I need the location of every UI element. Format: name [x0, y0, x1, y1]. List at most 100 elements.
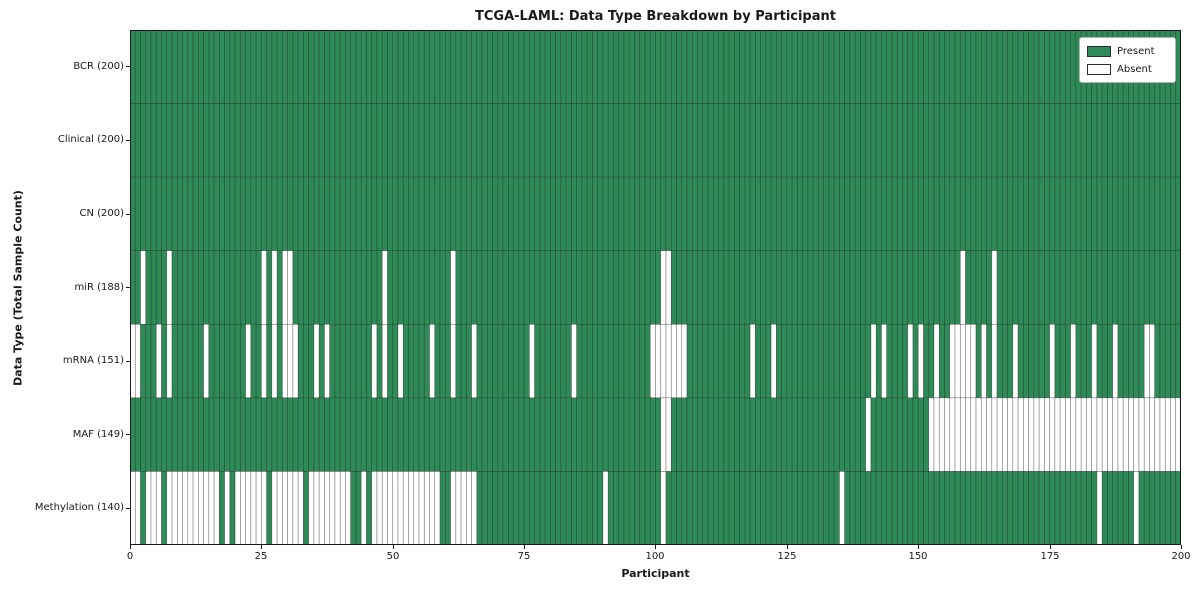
heatmap-cell [150, 176, 157, 252]
heatmap-grid [130, 30, 1181, 545]
heatmap-cell [1028, 103, 1035, 178]
heatmap-cell [350, 103, 357, 178]
heatmap-cell [318, 323, 325, 399]
heatmap-cell [613, 103, 620, 178]
heatmap-cell [776, 250, 782, 325]
heatmap-cell [182, 30, 189, 104]
heatmap-cell [313, 103, 320, 178]
x-axis-label: Participant [621, 567, 690, 580]
heatmap-cell [839, 30, 845, 104]
heatmap-cell [539, 103, 546, 178]
heatmap-cell [660, 103, 667, 178]
heatmap-cell [550, 30, 556, 104]
heatmap-cell [1138, 397, 1145, 472]
heatmap-cell [618, 471, 625, 545]
heatmap-cell [418, 397, 425, 472]
heatmap-cell [497, 30, 504, 104]
heatmap-cell [1170, 397, 1177, 472]
heatmap-cell [744, 103, 751, 178]
heatmap-cell [345, 471, 351, 545]
heatmap-cell [282, 471, 288, 545]
heatmap-cell [282, 176, 288, 252]
heatmap-cell [444, 30, 451, 104]
heatmap-cell [571, 30, 577, 104]
heatmap-cell [602, 30, 609, 104]
heatmap-cell [250, 323, 257, 399]
heatmap-cell [324, 471, 330, 545]
heatmap-cell [534, 176, 541, 252]
heatmap-cell [597, 471, 604, 545]
heatmap-cell [523, 323, 530, 399]
heatmap-cell [402, 397, 409, 472]
heatmap-cell [371, 30, 378, 104]
heatmap-cell [823, 323, 830, 399]
heatmap-cell [975, 323, 982, 399]
heatmap-cell [1117, 397, 1124, 472]
heatmap-cell [644, 323, 651, 399]
heatmap-cell [560, 250, 567, 325]
heatmap-cell [192, 30, 199, 104]
heatmap-cell [902, 176, 909, 252]
heatmap-cell [581, 250, 588, 325]
heatmap-cell [739, 250, 746, 325]
heatmap-cell [555, 250, 562, 325]
heatmap-cell [555, 323, 562, 399]
heatmap-cell [954, 397, 961, 472]
xtick-label-150: 150 [908, 551, 928, 562]
heatmap-cell [318, 30, 325, 104]
heatmap-cell [586, 103, 593, 178]
heatmap-cell [387, 471, 394, 545]
heatmap-cell [597, 250, 604, 325]
heatmap-cell [933, 103, 940, 178]
heatmap-cell [408, 176, 415, 252]
heatmap-cell [712, 30, 719, 104]
heatmap-cell [902, 103, 909, 178]
heatmap-cell [276, 250, 283, 325]
xtick-label-75: 75 [517, 551, 531, 562]
heatmap-cell [644, 471, 651, 545]
heatmap-cell [649, 397, 656, 472]
heatmap-cell [250, 176, 257, 252]
heatmap-cell [198, 176, 204, 252]
heatmap-cell [628, 30, 635, 104]
heatmap-cell [760, 471, 767, 545]
heatmap-cell [334, 250, 341, 325]
heatmap-cell [781, 471, 788, 545]
heatmap-cell [529, 471, 535, 545]
heatmap-cell [513, 471, 520, 545]
heatmap-cell [860, 397, 866, 472]
heatmap-cell [297, 471, 304, 545]
heatmap-cell [734, 176, 740, 252]
heatmap-cell [334, 397, 341, 472]
heatmap-cell [413, 176, 420, 252]
heatmap-cell [665, 250, 672, 325]
heatmap-cell [702, 471, 709, 545]
heatmap-cell [996, 176, 1003, 252]
heatmap-cell [849, 103, 856, 178]
heatmap-cell [1049, 103, 1056, 178]
heatmap-cell [670, 30, 677, 104]
heatmap-cell [933, 30, 940, 104]
heatmap-cell [712, 103, 719, 178]
heatmap-cell [324, 30, 330, 104]
heatmap-cell [397, 250, 404, 325]
heatmap-cell [1117, 250, 1124, 325]
heatmap-cell [397, 30, 404, 104]
heatmap-cell [261, 30, 267, 104]
heatmap-cell [134, 323, 141, 399]
heatmap-cell [1086, 103, 1092, 178]
heatmap-cell [392, 323, 399, 399]
heatmap-cell [508, 397, 514, 472]
heatmap-cell [460, 471, 467, 545]
heatmap-cell [450, 323, 457, 399]
heatmap-cell [155, 176, 162, 252]
heatmap-cell [854, 103, 861, 178]
heatmap-cell [870, 250, 877, 325]
heatmap-cell [1133, 323, 1140, 399]
heatmap-cell [670, 323, 677, 399]
heatmap-cell [345, 397, 351, 472]
heatmap-cell [182, 397, 189, 472]
heatmap-cell [875, 250, 882, 325]
heatmap-cell [1038, 323, 1045, 399]
